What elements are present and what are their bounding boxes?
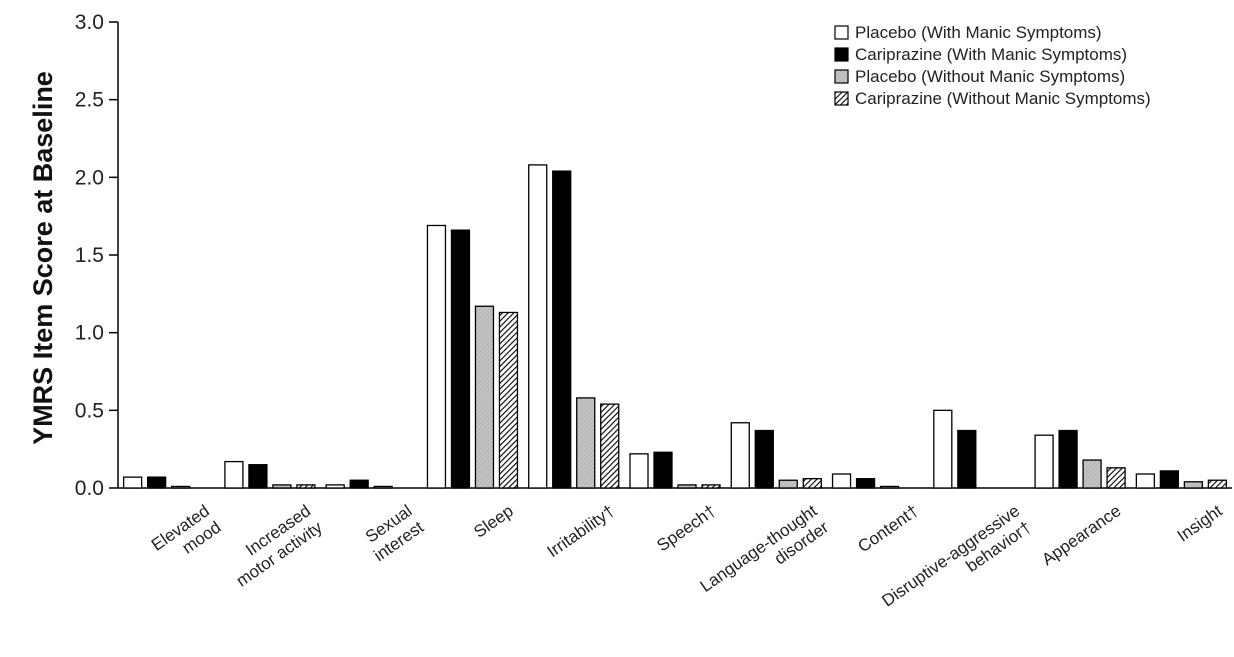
bar <box>1183 481 1204 489</box>
bar <box>248 464 268 489</box>
bar <box>373 485 393 489</box>
bar <box>1135 473 1156 489</box>
legend-label: Placebo (Without Manic Symptoms) <box>855 67 1125 86</box>
bar <box>1058 429 1078 489</box>
bar <box>1034 434 1054 489</box>
y-axis-label: YMRS Item Score at Baseline <box>28 71 58 445</box>
category-label-line: Sleep <box>470 501 517 542</box>
bar <box>754 429 774 489</box>
category-label: Insight <box>1174 501 1226 545</box>
bar <box>528 164 548 489</box>
bar <box>600 403 620 489</box>
bar <box>122 476 143 489</box>
y-tick-label: 1.5 <box>75 244 104 267</box>
bar <box>272 484 292 489</box>
bar <box>1207 479 1228 489</box>
y-tick-label: 1.0 <box>75 322 104 345</box>
bar <box>855 478 876 489</box>
bar <box>831 473 852 489</box>
bar <box>957 429 977 489</box>
bar <box>325 484 345 489</box>
bar <box>1159 470 1180 489</box>
y-tick-label: 2.5 <box>75 89 104 112</box>
legend-swatch <box>834 47 849 62</box>
bar <box>879 485 900 489</box>
category-label-line: Content† <box>854 501 921 556</box>
y-tick-label: 0.5 <box>75 399 104 422</box>
category-label-line: Appearance <box>1038 501 1124 569</box>
bar <box>498 311 519 489</box>
legend-swatch <box>834 91 849 106</box>
bar <box>629 453 649 489</box>
bar <box>730 422 750 489</box>
bar <box>146 476 167 489</box>
bars <box>122 164 1228 489</box>
legend: Placebo (With Manic Symptoms) Cariprazine… <box>834 23 1151 108</box>
y-tick-label: 0.0 <box>75 477 104 500</box>
bar <box>677 484 697 489</box>
category-label: Irritability† <box>544 501 618 561</box>
bar <box>1106 467 1126 489</box>
bar <box>802 478 822 489</box>
bar <box>576 397 596 489</box>
bar <box>474 305 495 489</box>
category-label-line: Irritability† <box>544 501 618 561</box>
legend-swatch <box>834 69 849 84</box>
bar <box>170 485 191 489</box>
bar <box>296 484 316 489</box>
bar <box>224 460 244 489</box>
y-axis: 0.0 0.5 1.0 1.5 2.0 2.5 3.0 <box>75 11 119 500</box>
legend-label: Cariprazine (Without Manic Symptoms) <box>855 89 1151 108</box>
bar <box>1082 459 1102 489</box>
bar <box>701 484 721 489</box>
legend-label: Placebo (With Manic Symptoms) <box>855 23 1102 42</box>
bar <box>933 409 953 489</box>
legend-swatch <box>834 25 849 40</box>
bar <box>426 224 447 489</box>
category-label: Content† <box>854 501 921 556</box>
bar <box>653 451 673 489</box>
bar <box>552 170 572 489</box>
legend-label: Cariprazine (With Manic Symptoms) <box>855 45 1127 64</box>
category-label-line: Insight <box>1174 501 1226 545</box>
bar <box>450 229 471 489</box>
bar <box>778 479 798 489</box>
y-tick-label: 2.0 <box>75 166 104 189</box>
category-label: Sleep <box>470 501 517 542</box>
category-label: Speech† <box>653 501 719 555</box>
bar <box>349 479 369 489</box>
category-label: Appearance <box>1038 501 1124 569</box>
y-tick-label: 3.0 <box>75 11 104 34</box>
category-label-line: Speech† <box>653 501 719 555</box>
